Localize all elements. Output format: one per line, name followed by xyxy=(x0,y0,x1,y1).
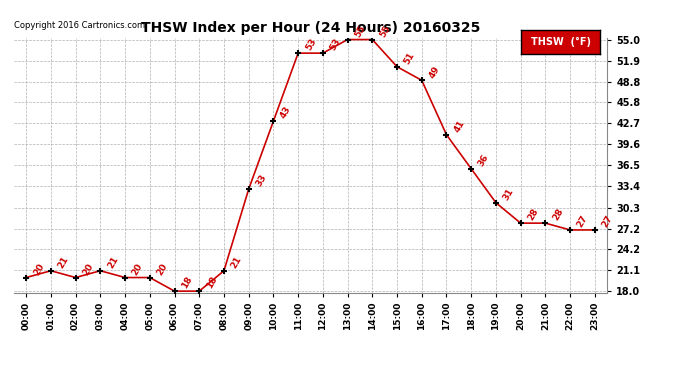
Text: 27: 27 xyxy=(575,214,590,229)
Text: 41: 41 xyxy=(452,118,466,134)
Text: 21: 21 xyxy=(57,255,70,270)
Text: Copyright 2016 Cartronics.com: Copyright 2016 Cartronics.com xyxy=(14,21,145,30)
Text: 43: 43 xyxy=(279,105,293,120)
Text: 28: 28 xyxy=(551,207,565,222)
Text: 55: 55 xyxy=(378,23,392,39)
Text: 27: 27 xyxy=(600,214,615,229)
Text: 20: 20 xyxy=(32,261,46,277)
Text: 55: 55 xyxy=(353,23,367,39)
Text: 28: 28 xyxy=(526,207,540,222)
Title: THSW Index per Hour (24 Hours) 20160325: THSW Index per Hour (24 Hours) 20160325 xyxy=(141,21,480,35)
Text: 49: 49 xyxy=(427,64,442,80)
Text: 18: 18 xyxy=(180,275,194,290)
Text: 18: 18 xyxy=(205,275,219,290)
Text: 51: 51 xyxy=(402,51,417,66)
Text: THSW  (°F): THSW (°F) xyxy=(531,37,591,47)
Text: 20: 20 xyxy=(81,261,95,277)
Text: 20: 20 xyxy=(155,261,169,277)
Text: 53: 53 xyxy=(304,37,317,52)
Text: 53: 53 xyxy=(328,37,342,52)
Text: 21: 21 xyxy=(106,255,120,270)
Text: 21: 21 xyxy=(230,255,244,270)
Text: 31: 31 xyxy=(502,187,515,202)
Text: 20: 20 xyxy=(130,261,145,277)
Text: 36: 36 xyxy=(477,153,491,168)
Text: 33: 33 xyxy=(254,173,268,188)
